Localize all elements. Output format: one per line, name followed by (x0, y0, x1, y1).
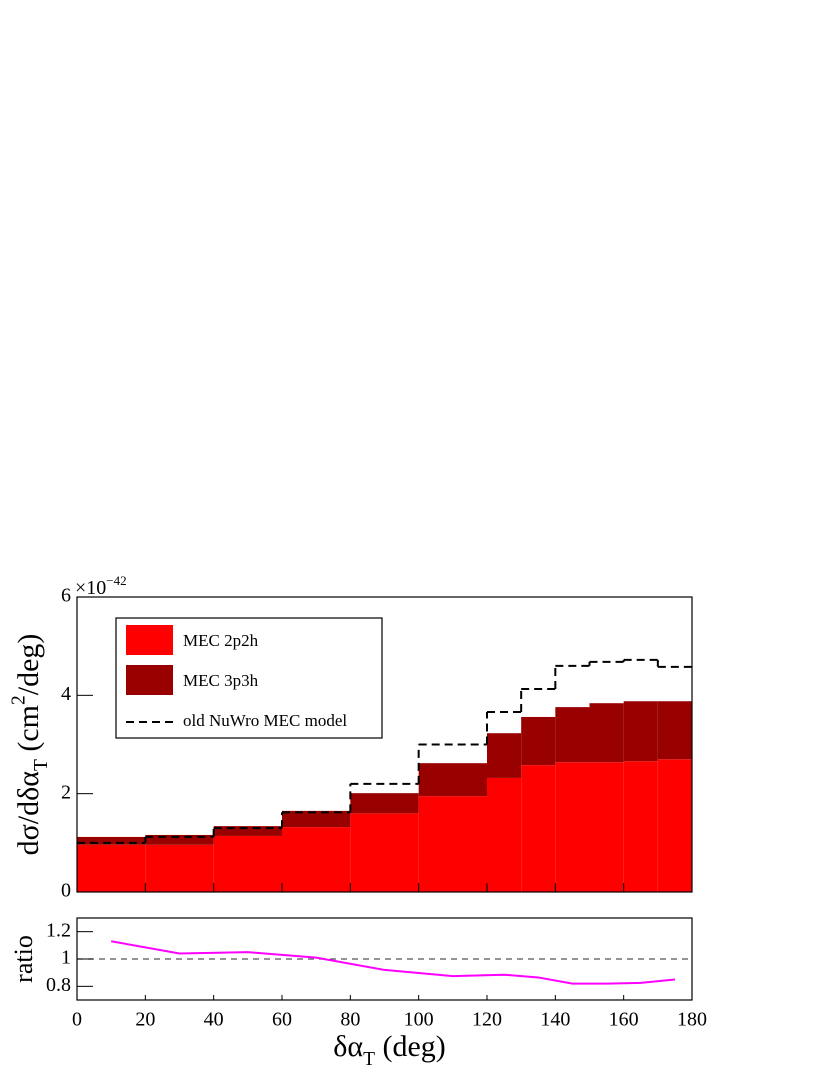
y-tick-label: 1.2 (46, 919, 71, 941)
x-tick-label: 180 (677, 1009, 707, 1031)
bar-segment (145, 844, 214, 892)
x-tick-label: 140 (540, 1009, 570, 1031)
legend-label: old NuWro MEC model (183, 711, 347, 730)
bar-segment (521, 765, 556, 892)
y-tick-label: 0.8 (46, 974, 71, 996)
bar-segment (77, 836, 146, 845)
bar-segment (213, 826, 282, 836)
bar-segment (282, 810, 351, 828)
bar-segment (555, 707, 590, 763)
x-tick-label: 80 (340, 1009, 360, 1031)
x-axis-label: δαT (deg) (333, 1030, 446, 1070)
y-axis-label: ratio (9, 935, 38, 983)
bar-segment (350, 813, 419, 892)
axis-multiplier-part: −42 (106, 573, 126, 588)
bar-segment (418, 796, 487, 892)
x-axis-label-part: (deg) (375, 1030, 446, 1063)
bar-segment (555, 762, 590, 892)
bar-segment (77, 844, 146, 892)
y-axis-label-part: dσ/dδα (12, 771, 45, 856)
y-axis-label: dσ/dδαT (cm2/deg) (9, 634, 53, 856)
legend-label: MEC 3p3h (183, 671, 259, 690)
bar-segment (657, 759, 692, 892)
bar-segment (589, 762, 624, 892)
bar-segment (145, 834, 214, 845)
x-tick-label: 40 (204, 1009, 224, 1031)
y-tick-label: 2 (61, 781, 71, 803)
y-tick-label: 0 (61, 880, 71, 902)
ratio-line (110, 940, 676, 985)
bar-segment (487, 733, 522, 778)
y-axis-label-part: ratio (9, 935, 38, 983)
y-tick-label: 4 (61, 683, 71, 705)
bar-segment (487, 777, 522, 892)
x-tick-label: 120 (472, 1009, 502, 1031)
bar-segment (623, 761, 658, 892)
axis-multiplier-part: ×10 (75, 577, 106, 599)
y-tick-label: 1 (61, 947, 71, 969)
x-tick-label: 100 (404, 1009, 434, 1031)
y-tick-label: 6 (61, 585, 71, 607)
bar-segment (350, 793, 419, 814)
y-axis-label-part: /deg) (12, 634, 45, 696)
legend-label: MEC 2p2h (183, 631, 259, 650)
y-axis-label-part: T (31, 759, 52, 771)
y-axis-label-part: (cm (12, 705, 45, 759)
legend-swatch (126, 625, 173, 655)
axis-multiplier: ×10−42 (75, 573, 127, 599)
plot-frame (76, 917, 693, 1001)
x-tick-label: 160 (609, 1009, 639, 1031)
x-axis-label-part: δα (333, 1030, 363, 1063)
x-tick-label: 20 (135, 1009, 155, 1031)
bar-segment (282, 827, 351, 892)
x-tick-label: 0 (72, 1009, 82, 1031)
bar-segment (521, 716, 556, 766)
bar-segment (657, 701, 692, 760)
y-axis-label-part: 2 (9, 695, 30, 705)
x-axis-label-part: T (363, 1049, 375, 1070)
bar-segment (213, 835, 282, 892)
x-tick-label: 60 (272, 1009, 292, 1031)
bar-segment (589, 703, 624, 763)
legend-swatch (126, 665, 173, 695)
bar-segment (623, 701, 658, 762)
plot-frame (76, 596, 693, 893)
bar-segment (418, 763, 487, 797)
